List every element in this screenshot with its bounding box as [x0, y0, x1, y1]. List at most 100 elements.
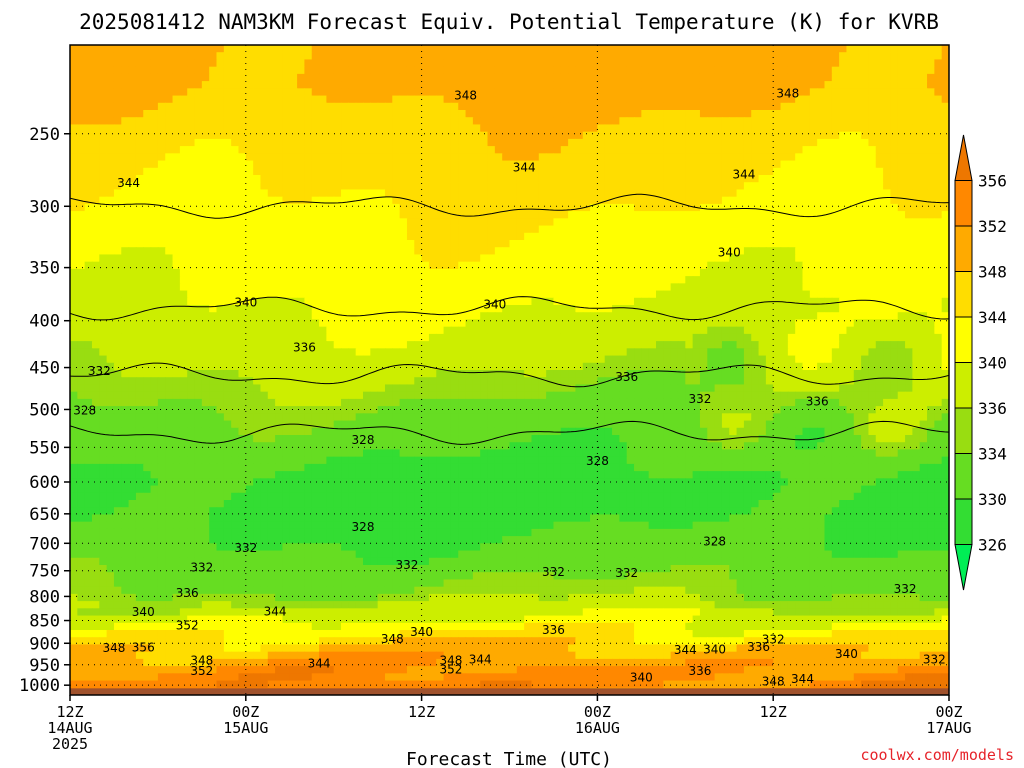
heatmap-cell: [414, 232, 423, 241]
heatmap-cell: [707, 203, 716, 212]
heatmap-cell: [597, 333, 606, 342]
heatmap-cell: [516, 117, 525, 126]
heatmap-cell: [150, 297, 159, 306]
heatmap-cell: [509, 88, 518, 97]
heatmap-cell: [91, 283, 100, 292]
heatmap-cell: [399, 88, 408, 97]
heatmap-cell: [729, 232, 738, 241]
heatmap-cell: [714, 59, 723, 68]
heatmap-cell: [875, 305, 884, 313]
heatmap-cell: [106, 95, 115, 104]
heatmap-cell: [436, 59, 445, 68]
heatmap-cell: [656, 160, 664, 169]
heatmap-cell: [106, 312, 115, 321]
heatmap-cell: [377, 305, 386, 313]
heatmap-cell: [626, 45, 635, 53]
heatmap-cell: [458, 175, 467, 183]
heatmap-cell: [736, 160, 745, 169]
heatmap-cell: [765, 232, 774, 241]
heatmap-cell: [209, 102, 218, 111]
heatmap-cell: [839, 326, 848, 335]
heatmap-cell: [319, 153, 327, 162]
heatmap-cell: [135, 218, 144, 227]
heatmap-cell: [824, 312, 833, 321]
heatmap-cell: [612, 175, 620, 183]
heatmap-cell: [905, 167, 913, 176]
heatmap-cell: [311, 45, 320, 53]
heatmap-cell: [619, 240, 628, 248]
heatmap-cell: [245, 175, 254, 183]
heatmap-cell: [831, 73, 840, 82]
heatmap-cell: [355, 160, 364, 169]
heatmap-cell: [780, 153, 789, 162]
heatmap-cell: [84, 305, 93, 313]
heatmap-cell: [209, 247, 218, 256]
heatmap-cell: [480, 59, 489, 68]
heatmap-cell: [179, 218, 188, 227]
heatmap-cell: [663, 297, 672, 306]
heatmap-cell: [326, 297, 335, 306]
heatmap-cell: [179, 283, 188, 292]
heatmap-cell: [531, 81, 540, 89]
heatmap-cell: [428, 247, 437, 256]
heatmap-cell: [751, 261, 760, 270]
heatmap-cell: [677, 146, 686, 154]
heatmap-cell: [890, 326, 899, 335]
heatmap-cell: [297, 138, 305, 147]
heatmap-cell: [450, 131, 459, 140]
heatmap-cell: [612, 218, 620, 227]
heatmap-cell: [70, 146, 78, 154]
heatmap-cell: [656, 88, 664, 97]
heatmap-cell: [165, 218, 174, 227]
heatmap-cell: [319, 66, 327, 75]
heatmap-cell: [179, 95, 188, 104]
heatmap-cell: [319, 268, 327, 277]
heatmap-cell: [656, 290, 664, 299]
heatmap-cell: [106, 341, 115, 349]
heatmap-cell: [399, 232, 408, 241]
heatmap-cell: [194, 333, 203, 342]
heatmap-cell: [809, 319, 818, 328]
heatmap-cell: [524, 319, 533, 328]
heatmap-cell: [538, 240, 547, 248]
heatmap-cell: [787, 52, 796, 61]
heatmap-cell: [692, 254, 701, 263]
heatmap-cell: [619, 102, 628, 111]
heatmap-cell: [721, 66, 730, 75]
heatmap-cell: [861, 196, 870, 205]
heatmap-cell: [868, 146, 877, 154]
heatmap-cell: [99, 66, 108, 75]
heatmap-cell: [121, 341, 130, 349]
heatmap-cell: [824, 110, 833, 118]
heatmap-cell: [472, 290, 481, 299]
heatmap-cell: [399, 102, 408, 111]
heatmap-cell: [106, 66, 115, 75]
heatmap-cell: [831, 196, 840, 205]
heatmap-cell: [304, 225, 313, 234]
heatmap-cell: [656, 268, 664, 277]
heatmap-cell: [319, 326, 327, 335]
heatmap-cell: [443, 102, 452, 111]
heatmap-cell: [414, 81, 423, 89]
heatmap-cell: [553, 153, 562, 162]
heatmap-cell: [758, 88, 767, 97]
heatmap-cell: [714, 333, 723, 342]
heatmap-cell: [128, 312, 137, 321]
heatmap-cell: [883, 124, 891, 133]
heatmap-cell: [333, 297, 342, 306]
heatmap-cell: [743, 333, 752, 342]
heatmap-cell: [267, 81, 276, 89]
heatmap-cell: [582, 333, 591, 342]
heatmap-cell: [487, 326, 496, 335]
heatmap-cell: [216, 283, 225, 292]
heatmap-cell: [238, 232, 247, 241]
heatmap-cell: [494, 333, 503, 342]
heatmap-cell: [267, 153, 276, 162]
heatmap-cell: [172, 81, 181, 89]
heatmap-cell: [487, 138, 496, 147]
heatmap-cell: [897, 124, 906, 133]
heatmap-cell: [472, 232, 481, 241]
heatmap-cell: [480, 225, 489, 234]
heatmap-cell: [443, 59, 452, 68]
